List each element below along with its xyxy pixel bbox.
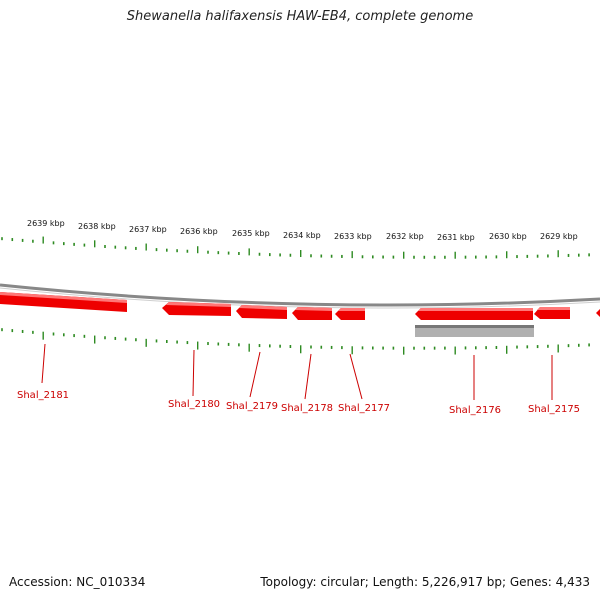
inner-scale-ticks [1, 328, 590, 355]
gene-label-shal-2176[interactable]: Shal_2176 [449, 405, 501, 416]
leader-shal-2179 [249, 351, 261, 398]
gray-feature-bar-highlight [415, 325, 534, 328]
scale-label-2634: 2634 kbp [283, 231, 321, 240]
leader-shal-2177 [349, 353, 363, 400]
scale-label-2630: 2630 kbp [489, 232, 527, 241]
scale-label-2635: 2635 kbp [232, 229, 270, 238]
gene-offscreen-shape[interactable] [596, 309, 600, 317]
scale-label-2637: 2637 kbp [129, 225, 167, 234]
scale-label-2629: 2629 kbp [540, 232, 578, 241]
leader-shal-2178 [304, 353, 312, 400]
gene-shal-2176-highlight [418, 308, 533, 311]
scale-label-2639: 2639 kbp [27, 219, 65, 228]
outer-scale-ticks [1, 236, 590, 259]
gene-shal-2180-highlight [166, 302, 231, 307]
gene-label-shal-2175[interactable]: Shal_2175 [528, 404, 580, 415]
gene-shal-2181-highlight [0, 292, 127, 303]
gene-leader-lines [41, 343, 553, 400]
genome-title: Shewanella halifaxensis HAW-EB4, complet… [126, 9, 474, 24]
leader-shal-2181 [41, 343, 46, 384]
gene-label-shal-2180[interactable]: Shal_2180 [168, 399, 220, 410]
gene-label-shal-2179[interactable]: Shal_2179 [226, 401, 278, 412]
scale-label-2631: 2631 kbp [437, 233, 475, 242]
scale-label-2638: 2638 kbp [78, 222, 116, 231]
genome-summary-text: Topology: circular; Length: 5,226,917 bp… [260, 575, 590, 589]
gene-shal-2179-highlight [239, 305, 287, 310]
scale-label-2636: 2636 kbp [180, 227, 218, 236]
gene-shal-2175-highlight [537, 307, 570, 310]
gene-labels: Shal_2181 Shal_2180 Shal_2179 Shal_2178 … [17, 390, 580, 416]
scale-label-2632: 2632 kbp [386, 232, 424, 241]
backbone-arc-shadow [0, 287, 600, 309]
gene-features [0, 292, 600, 320]
accession-text: Accession: NC_010334 [9, 575, 146, 589]
gene-label-shal-2177[interactable]: Shal_2177 [338, 403, 390, 414]
backbone-arc [0, 283, 600, 307]
leader-shal-2180 [192, 349, 195, 397]
gene-label-shal-2178[interactable]: Shal_2178 [281, 403, 333, 414]
scale-labels: 2639 kbp 2638 kbp 2637 kbp 2636 kbp 2635… [27, 219, 578, 242]
gene-shal-2178-highlight [295, 307, 332, 311]
gene-label-shal-2181[interactable]: Shal_2181 [17, 390, 69, 401]
gene-shal-2177-highlight [338, 308, 365, 311]
scale-label-2633: 2633 kbp [334, 232, 372, 241]
